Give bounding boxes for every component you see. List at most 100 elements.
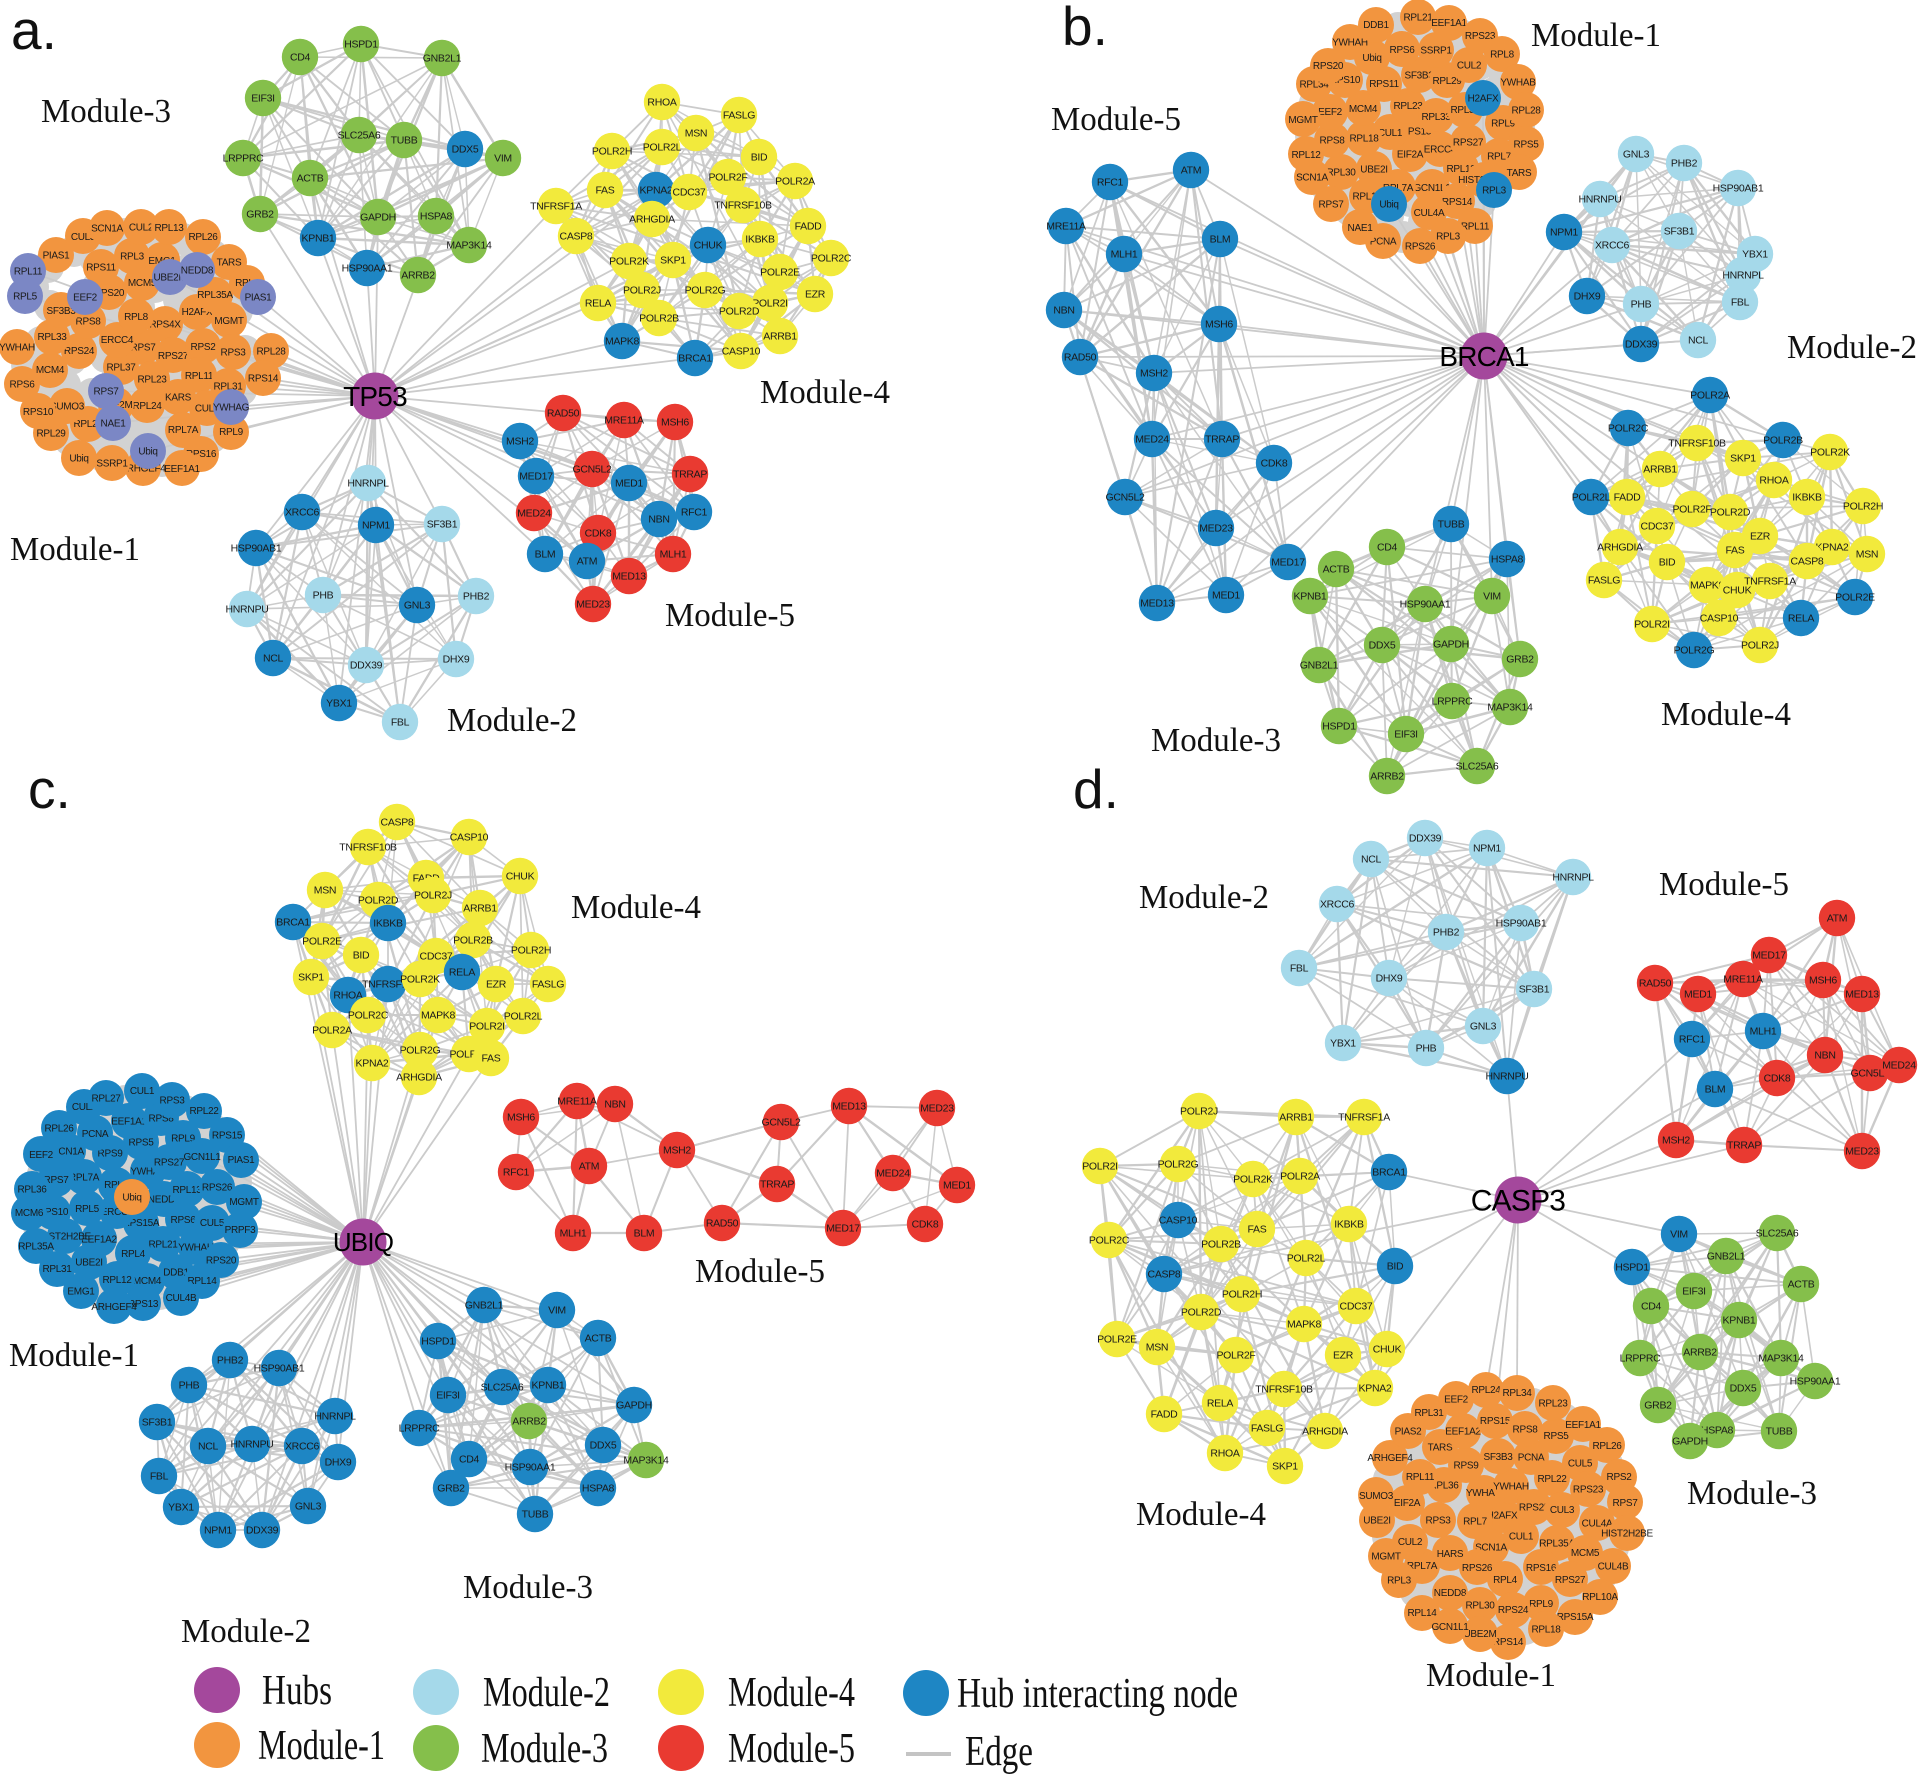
svg-text:RPL33: RPL33 — [1421, 112, 1451, 123]
svg-text:Module-3: Module-3 — [481, 1726, 608, 1772]
svg-text:EIF3I: EIF3I — [251, 93, 275, 105]
svg-text:HSP90AA1: HSP90AA1 — [1400, 599, 1451, 611]
svg-text:RPL23: RPL23 — [1538, 1399, 1568, 1410]
svg-text:FASLG: FASLG — [1251, 1423, 1283, 1435]
svg-text:RPL35A: RPL35A — [18, 1242, 54, 1253]
svg-text:CDK8: CDK8 — [1261, 458, 1288, 470]
svg-text:RELA: RELA — [1788, 613, 1815, 625]
svg-text:RPL22: RPL22 — [189, 1106, 219, 1117]
svg-text:UBE2I: UBE2I — [1363, 1516, 1390, 1527]
svg-text:MED23: MED23 — [1845, 1146, 1879, 1158]
svg-text:RPL21: RPL21 — [1403, 12, 1433, 23]
svg-text:RHOA: RHOA — [1210, 1448, 1239, 1460]
svg-text:MGMT: MGMT — [229, 1197, 259, 1208]
svg-text:GNB2L1: GNB2L1 — [423, 53, 462, 65]
svg-text:ERCC4: ERCC4 — [101, 335, 134, 346]
svg-text:HSP90AB1: HSP90AB1 — [1496, 918, 1547, 930]
svg-text:RPS5: RPS5 — [1544, 1431, 1570, 1442]
svg-text:CD4: CD4 — [1641, 1301, 1662, 1313]
svg-text:POLR2I: POLR2I — [1634, 619, 1670, 631]
svg-text:ACTB: ACTB — [297, 173, 324, 185]
svg-text:FASLG: FASLG — [532, 979, 564, 991]
svg-text:RPL11: RPL11 — [1406, 1472, 1435, 1483]
svg-text:RPS3: RPS3 — [221, 348, 247, 359]
svg-text:BID: BID — [751, 152, 768, 164]
svg-text:Module-3: Module-3 — [1687, 1475, 1817, 1512]
svg-text:NPM1: NPM1 — [204, 1525, 232, 1537]
svg-text:MCM5: MCM5 — [1571, 1548, 1600, 1559]
svg-text:Module-2: Module-2 — [483, 1670, 610, 1716]
svg-text:VIM: VIM — [1483, 591, 1501, 603]
svg-text:VIM: VIM — [1670, 1229, 1688, 1241]
svg-text:ARRB1: ARRB1 — [1279, 1112, 1313, 1124]
svg-text:BLM: BLM — [1210, 234, 1231, 246]
svg-text:MGMT: MGMT — [1288, 115, 1318, 126]
svg-text:VIM: VIM — [548, 1305, 566, 1317]
svg-text:CUL2: CUL2 — [1457, 60, 1482, 71]
svg-text:RPL5: RPL5 — [13, 292, 38, 303]
svg-text:HSP90AB1: HSP90AB1 — [1713, 183, 1764, 195]
svg-text:Module-4: Module-4 — [1136, 1496, 1266, 1533]
svg-text:SUMO3: SUMO3 — [1359, 1491, 1394, 1502]
svg-text:XRCC6: XRCC6 — [285, 507, 320, 519]
svg-text:VIM: VIM — [494, 153, 512, 165]
svg-text:ARHGDIA: ARHGDIA — [1597, 542, 1643, 554]
svg-text:RFC1: RFC1 — [1679, 1034, 1706, 1046]
svg-text:POLR2C: POLR2C — [811, 253, 852, 265]
svg-text:BLM: BLM — [535, 549, 556, 561]
svg-text:RAD50: RAD50 — [706, 1218, 739, 1230]
svg-text:YWHAB: YWHAB — [1500, 78, 1536, 89]
svg-text:POLR2I: POLR2I — [1082, 1161, 1118, 1173]
svg-text:RAD50: RAD50 — [1064, 352, 1097, 364]
svg-text:RPL7A: RPL7A — [168, 425, 199, 436]
svg-text:MED23: MED23 — [576, 599, 610, 611]
svg-text:CD4: CD4 — [1377, 542, 1398, 554]
svg-text:NPM1: NPM1 — [1550, 227, 1578, 239]
svg-text:RPL4: RPL4 — [1493, 1575, 1518, 1586]
svg-text:RPL33: RPL33 — [37, 332, 67, 343]
svg-text:RPL26: RPL26 — [1592, 1441, 1622, 1452]
svg-text:TNFRSF10B: TNFRSF10B — [1668, 438, 1726, 450]
svg-text:d.: d. — [1073, 758, 1119, 820]
svg-text:UBE2I: UBE2I — [75, 1258, 102, 1269]
svg-text:HNRNPL: HNRNPL — [1722, 270, 1764, 282]
svg-text:RPL12: RPL12 — [102, 1275, 132, 1286]
svg-text:GRB2: GRB2 — [437, 1483, 465, 1495]
svg-text:MED1: MED1 — [1212, 590, 1240, 602]
svg-text:RPS20: RPS20 — [206, 1256, 237, 1267]
svg-text:Module-3: Module-3 — [1151, 722, 1281, 759]
svg-text:NPM1: NPM1 — [1473, 843, 1501, 855]
svg-text:RPL3: RPL3 — [1387, 1575, 1412, 1586]
svg-text:POLR2G: POLR2G — [1674, 645, 1715, 657]
svg-text:SLC25A6: SLC25A6 — [481, 1382, 524, 1394]
svg-text:FBL: FBL — [150, 1471, 169, 1483]
svg-text:DHX9: DHX9 — [1574, 291, 1601, 303]
svg-text:RPS27: RPS27 — [154, 1158, 185, 1169]
svg-text:MED13: MED13 — [832, 1101, 866, 1113]
svg-text:MRE11A: MRE11A — [1046, 221, 1086, 233]
svg-text:CUL2: CUL2 — [1398, 1537, 1423, 1548]
svg-text:RPS3: RPS3 — [160, 1096, 186, 1107]
svg-text:MGMT: MGMT — [214, 316, 244, 327]
svg-text:Module-2: Module-2 — [1139, 879, 1269, 916]
svg-text:RPS6: RPS6 — [171, 1215, 197, 1226]
svg-text:CDK8: CDK8 — [912, 1219, 939, 1231]
svg-text:FADD: FADD — [1614, 492, 1642, 504]
svg-text:POLR2K: POLR2K — [609, 256, 649, 268]
svg-text:TNFRSF1A: TNFRSF1A — [1338, 1112, 1390, 1124]
svg-text:EIF3I: EIF3I — [1394, 729, 1418, 741]
svg-text:MED17: MED17 — [519, 471, 553, 483]
svg-text:POLR2A: POLR2A — [312, 1025, 352, 1037]
svg-text:PIAS2: PIAS2 — [1395, 1427, 1423, 1438]
svg-text:GNL3: GNL3 — [295, 1501, 322, 1513]
svg-text:PCNA: PCNA — [1518, 1453, 1545, 1464]
svg-text:EIF2A: EIF2A — [1397, 150, 1424, 161]
svg-text:GAPDH: GAPDH — [360, 212, 396, 224]
svg-text:Module-1: Module-1 — [10, 531, 140, 568]
svg-text:TARS: TARS — [1507, 168, 1532, 179]
svg-text:HSPA8: HSPA8 — [1491, 554, 1524, 566]
svg-text:RPL18: RPL18 — [1349, 134, 1379, 145]
svg-text:MLH1: MLH1 — [660, 549, 687, 561]
svg-text:POLR2J: POLR2J — [1741, 640, 1779, 652]
svg-text:RHOA: RHOA — [1759, 475, 1788, 487]
